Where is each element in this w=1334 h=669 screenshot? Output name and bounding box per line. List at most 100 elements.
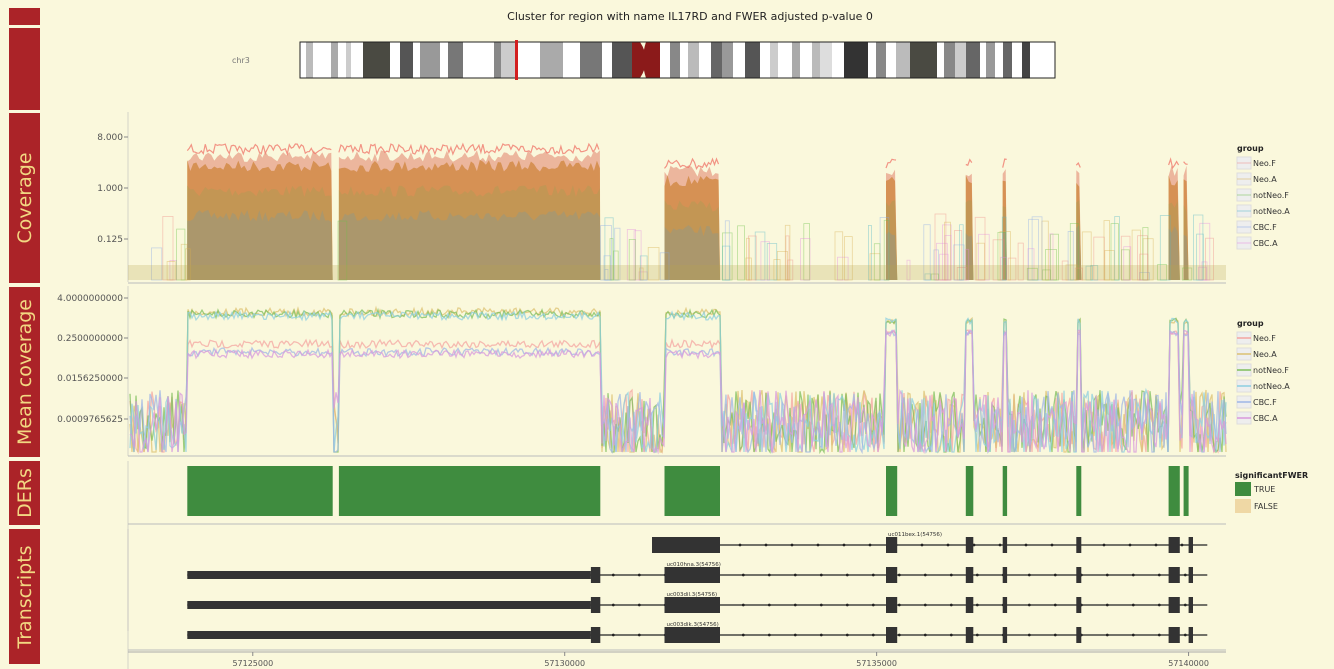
- transcript-strand-dot: [1027, 633, 1031, 637]
- transcript-exon: [886, 537, 898, 553]
- der-region-bar: [1076, 466, 1082, 516]
- coverage-area: [1076, 170, 1082, 280]
- ders-legend: significantFWER TRUE FALSE: [1235, 471, 1308, 513]
- centromere-right: [643, 42, 660, 78]
- transcript-strand-dot: [1183, 573, 1187, 577]
- transcript-exon: [1076, 627, 1082, 643]
- transcript-strand-dot: [975, 633, 979, 637]
- coverage-line: [885, 158, 897, 169]
- transcript-strand-dot: [920, 543, 924, 547]
- coverage-noise-bar: [1193, 214, 1204, 281]
- transcript-strand-dot: [738, 543, 742, 547]
- transcript-exon: [1188, 567, 1193, 583]
- ideogram-band: [420, 42, 440, 78]
- transcript-strand-dot: [1105, 573, 1109, 577]
- coverage-noise-bar: [1120, 235, 1131, 281]
- coverage-noise-bar: [638, 271, 648, 281]
- ders-legend-label: TRUE: [1253, 485, 1275, 494]
- coverage-legend: group Neo.F Neo.A notNeo.F notNeo.A CBC.F CBC.…: [1236, 144, 1290, 250]
- transcript-strand-dot: [946, 543, 950, 547]
- coverage-noise-bar: [844, 236, 853, 281]
- coverage-area: [664, 165, 721, 280]
- coverage-noise-bar: [923, 224, 931, 281]
- side-strip-ideogram: [9, 28, 40, 110]
- coverage-line: [1183, 161, 1188, 165]
- mean-coverage-legend-title: group: [1237, 319, 1264, 328]
- coverage-legend-label: Neo.F: [1253, 159, 1276, 168]
- transcript-strand-dot: [611, 633, 615, 637]
- coverage-tick-label: 1.000: [97, 184, 123, 194]
- transcript-exon: [1188, 627, 1193, 643]
- coverage-noise-bar: [180, 243, 188, 281]
- ideogram-band: [995, 42, 1003, 78]
- transcript-exon: [1168, 597, 1180, 613]
- coverage-noise-bar: [784, 224, 791, 281]
- coverage-noise-bar: [869, 253, 881, 281]
- transcript-strand-dot: [1154, 543, 1158, 547]
- transcript-strand-dot: [975, 603, 979, 607]
- coverage-noise-bar: [1114, 216, 1120, 281]
- coverage-area: [1183, 165, 1189, 280]
- transcript-strand-dot: [1105, 603, 1109, 607]
- coverage-noise-bar: [659, 252, 670, 281]
- transcript-strand-dot: [1157, 633, 1161, 637]
- transcript-strand-dot: [1128, 543, 1132, 547]
- transcript-strand-dot: [741, 573, 745, 577]
- der-region-bar: [886, 466, 898, 516]
- transcript-strand-dot: [1050, 543, 1054, 547]
- coverage-noise-bar: [1074, 267, 1083, 281]
- ideogram-band: [501, 42, 516, 78]
- x-axis-tick-label: 57130000: [544, 659, 585, 668]
- coverage-noise-bar: [337, 220, 348, 281]
- transcript-strand-dot: [845, 573, 849, 577]
- mean-coverage-legend: group Neo.F Neo.A notNeo.F notNeo.A CBC.F CBC.…: [1236, 319, 1290, 425]
- coverage-noise-bar: [1028, 218, 1039, 281]
- coverage-noise-bar: [1137, 235, 1148, 281]
- mean-coverage-line: [129, 309, 1227, 453]
- transcript-exon: [1168, 627, 1180, 643]
- ideogram-outline: [299, 41, 1056, 79]
- ideogram-band: [540, 42, 563, 78]
- coverage-noise-bar: [1000, 256, 1007, 281]
- transcript-strand-dot: [998, 543, 1002, 547]
- coverage-noise-bar: [1017, 242, 1024, 281]
- transcript-strand-dot: [741, 603, 745, 607]
- transcript-exon: [965, 627, 974, 643]
- transcript-strand-dot: [1131, 633, 1135, 637]
- transcript-exon: [664, 627, 720, 643]
- der-region-bar: [965, 466, 974, 516]
- transcript-exon: [187, 631, 591, 639]
- coverage-noise-bar: [803, 223, 810, 281]
- ideogram-band: [745, 42, 760, 78]
- coverage-noise-bar: [965, 248, 970, 281]
- coverage-noise-bar: [773, 259, 781, 281]
- coverage-noise-bar: [785, 235, 790, 281]
- coverage-floor: [128, 265, 1226, 280]
- transcript-exon: [886, 627, 898, 643]
- ideogram-band: [733, 42, 745, 78]
- side-label-mean-coverage: Mean coverage: [9, 287, 40, 457]
- transcript-strand-dot: [949, 633, 953, 637]
- transcript-strand-dot: [1053, 603, 1057, 607]
- coverage-noise-bar: [754, 231, 766, 281]
- transcript-strand-dot: [1157, 603, 1161, 607]
- transcript-model: uc003dik.3(54756): [187, 622, 1208, 643]
- coverage-noise-bar: [873, 243, 881, 281]
- coverage-noise-bar: [162, 215, 174, 281]
- coverage-noise-bar: [953, 244, 965, 281]
- transcript-strand-dot: [819, 633, 823, 637]
- ideogram-band: [338, 42, 346, 78]
- ideogram-band: [306, 42, 313, 78]
- side-label-ders: DERs: [9, 461, 40, 525]
- coverage-noise-bar: [176, 228, 186, 281]
- coverage-noise-bar: [1090, 265, 1099, 281]
- coverage-noise-bar: [1104, 250, 1115, 281]
- coverage-noise-bar: [748, 235, 757, 281]
- transcript-strand-dot: [637, 573, 641, 577]
- ideogram-band: [876, 42, 886, 78]
- ideogram-band: [896, 42, 910, 78]
- transcript-exon: [1002, 627, 1008, 643]
- coverage-line: [1075, 162, 1081, 168]
- coverage-noise-bar: [626, 228, 636, 281]
